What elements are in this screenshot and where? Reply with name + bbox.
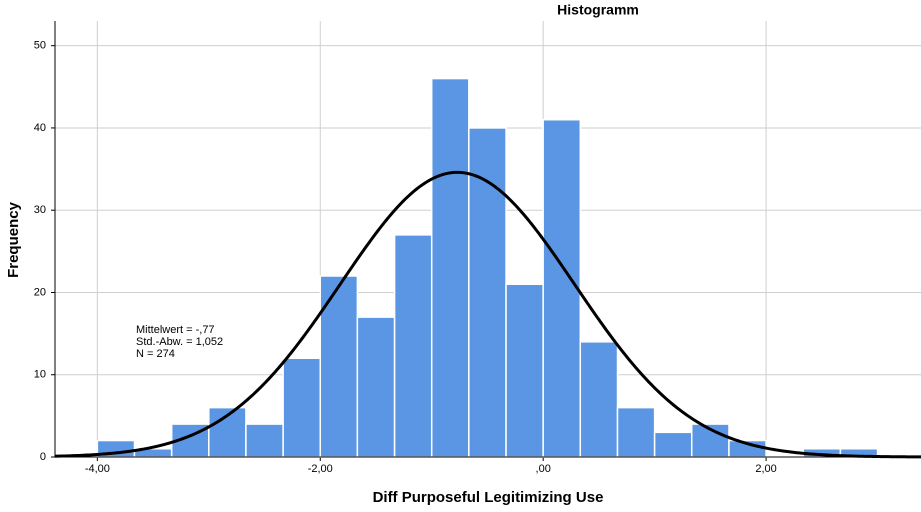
normal-curve: [54, 170, 921, 459]
x-tick-label: -4,00: [85, 463, 110, 475]
bar: [505, 283, 544, 458]
bar: [393, 234, 433, 458]
bar: [282, 357, 322, 458]
y-tick-label: 20: [34, 286, 46, 298]
x-axis-label: Diff Purposeful Legitimizing Use: [373, 489, 604, 506]
y-tick-label: 30: [34, 204, 46, 216]
y-axis-label: Frequency: [5, 201, 22, 278]
y-tick-label: 10: [34, 369, 46, 381]
stat-annotation: Mittelwert = -,77: [136, 324, 215, 336]
y-tick-label: 0: [40, 451, 46, 463]
bar: [653, 431, 693, 458]
x-tick-label: ,00: [536, 463, 551, 475]
bar: [245, 423, 284, 458]
bar: [356, 316, 396, 458]
bar: [616, 406, 656, 458]
stat-annotation: N = 274: [136, 348, 175, 360]
chart-title: Histogramm: [557, 2, 639, 18]
stat-annotation: Std.-Abw. = 1,052: [136, 336, 223, 348]
bar: [579, 341, 619, 458]
x-tick-label: -2,00: [308, 463, 333, 475]
x-tick-label: 2,00: [755, 463, 776, 475]
y-tick-label: 40: [34, 122, 46, 134]
bar: [542, 118, 582, 458]
bar: [468, 127, 507, 458]
y-tick-label: 50: [34, 40, 46, 52]
bar: [430, 77, 470, 458]
